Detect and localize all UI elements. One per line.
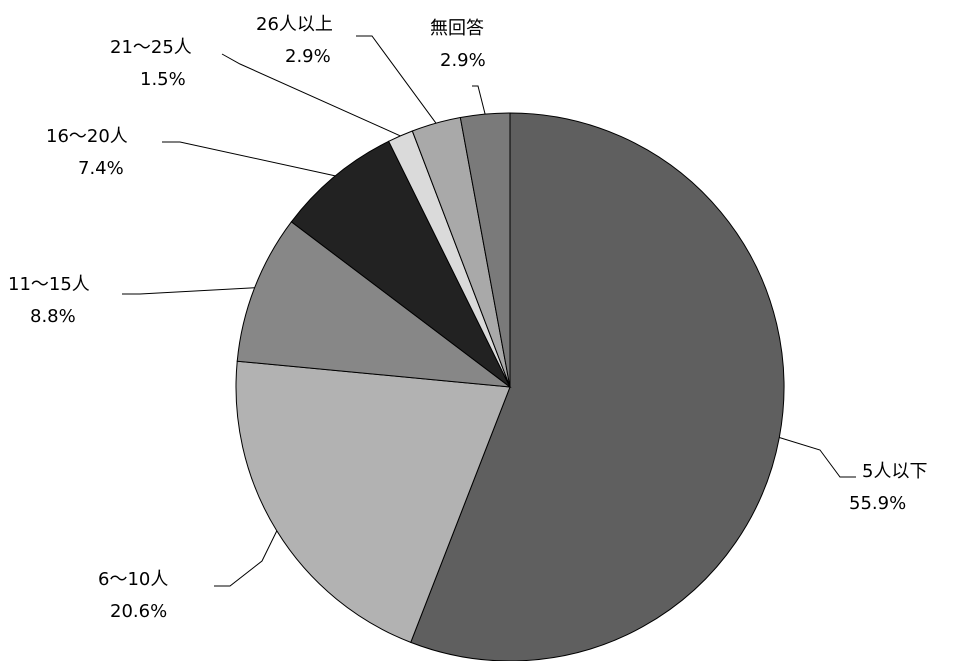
slice-value-mukaitou: 2.9% [440,50,486,71]
leader-line-2 [122,287,255,295]
slice-value-16-20nin: 7.4% [78,158,124,179]
slice-label-5nin-ika: 5人以下 [862,461,927,482]
leader-line-1 [214,530,278,587]
slice-label-26nin-ijou: 26人以上 [256,14,333,35]
pie-slice-2 [236,221,512,388]
slice-value-6-10nin: 20.6% [110,601,167,622]
slice-value-26nin-ijou: 2.9% [285,46,331,67]
leader-line-0 [779,437,856,478]
slice-label-6-10nin: 6～10人 [98,569,168,590]
leader-line-3 [162,141,336,177]
slice-label-mukaitou: 無回答 [430,18,484,39]
slice-label-11-15nin: 11～15人 [8,274,90,295]
slice-value-11-15nin: 8.8% [30,306,76,327]
leader-line-6 [472,85,486,115]
slice-value-21-25nin: 1.5% [140,69,186,90]
leader-line-5 [356,35,437,124]
slice-value-5nin-ika: 55.9% [849,493,906,514]
slices-group [235,112,785,661]
pie-slice-1 [235,360,511,644]
leader-line-4 [221,53,401,137]
slice-label-21-25nin: 21～25人 [110,37,192,58]
slice-label-16-20nin: 16～20人 [46,126,128,147]
leader-lines-group [122,35,856,587]
pie-slice-3 [290,140,511,388]
pie-slice-6 [459,112,511,388]
